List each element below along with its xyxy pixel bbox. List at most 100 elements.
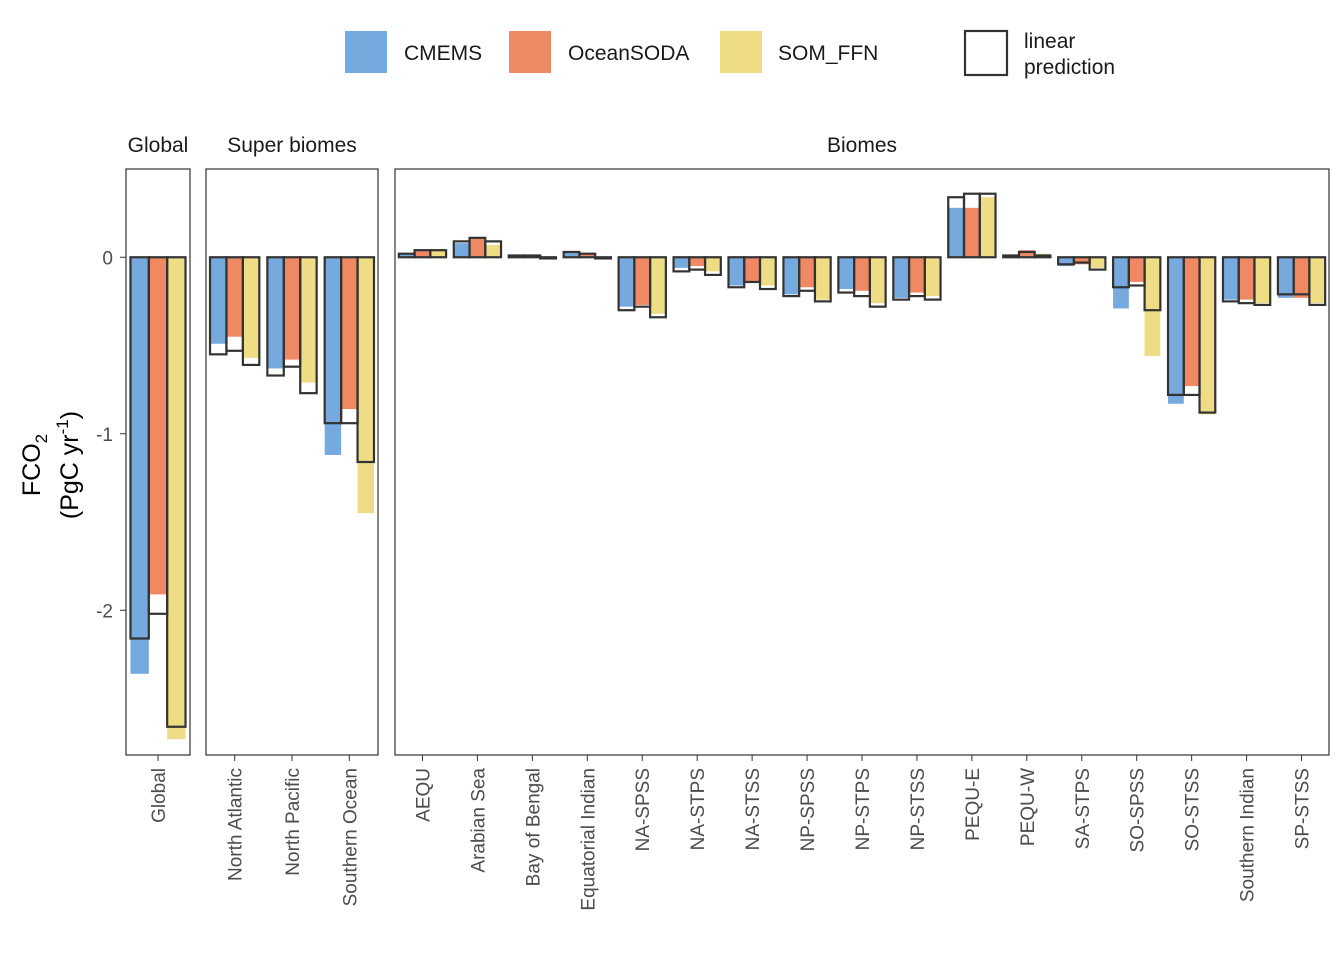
prediction-north-atlantic-som-ffn — [241, 256, 261, 367]
bar-sa-stps-cmems — [1058, 257, 1074, 267]
bar-sp-stss-som-ffn — [1309, 257, 1326, 304]
bar-na-stss-cmems — [728, 257, 745, 286]
bar-so-spss-som-ffn — [1144, 257, 1161, 357]
bar-na-spss-cmems — [618, 257, 635, 307]
bar-np-stss-oceansoda — [909, 257, 925, 293]
x-tick-label-north-pacific: North Pacific — [283, 768, 304, 876]
bar-np-stps-cmems — [838, 257, 855, 290]
prediction-np-stss-som-ffn — [923, 256, 942, 301]
x-tick-label-sa-stps: SA-STPS — [1073, 768, 1094, 849]
strip-label: Super biomes — [227, 134, 357, 157]
prediction-na-spss-som-ffn — [649, 256, 667, 319]
x-tick-label-global: Global — [149, 768, 170, 823]
y-axis-title-line2: (PgC yr-1) — [53, 411, 84, 519]
x-tick-label-bay-of-bengal: Bay of Bengal — [523, 768, 544, 886]
bar-pequ-e-som-ffn — [979, 197, 996, 258]
x-tick-label-na-stss: NA-STSS — [743, 768, 764, 850]
bar-equatorial-indian-oceansoda — [579, 253, 596, 258]
bar-pequ-e-oceansoda — [964, 207, 980, 258]
predictions — [397, 192, 1327, 414]
prediction-so-stss-som-ffn — [1198, 256, 1217, 414]
bar-sa-stps-som-ffn — [1089, 257, 1106, 268]
prediction-pequ-w-cmems — [1002, 254, 1021, 259]
x-tick-label-np-stss: NP-STSS — [908, 768, 929, 850]
predictions — [129, 256, 187, 728]
bar-so-spss-oceansoda — [1128, 257, 1145, 282]
prediction-pequ-w-som-ffn — [1033, 254, 1052, 259]
panels: Global Global Super biomes North Atlantic No… — [125, 134, 1330, 911]
x-tick-label-so-spss: SO-SPSS — [1128, 768, 1149, 852]
bar-np-stps-oceansoda — [854, 257, 870, 291]
strip-label: Biomes — [827, 134, 897, 157]
x-tick-label-arabian-sea: Arabian Sea — [468, 768, 489, 873]
legend-label-prediction-line1: linear — [1024, 30, 1075, 53]
bar-sp-stss-cmems — [1277, 257, 1294, 298]
bar-so-stss-oceansoda — [1183, 257, 1200, 387]
bar-southern-ocean-cmems — [324, 257, 342, 455]
prediction-equatorial-indian-oceansoda — [578, 252, 597, 259]
bar-np-spss-cmems — [783, 257, 800, 295]
prediction-np-stps-som-ffn — [868, 256, 887, 308]
bar-np-stss-cmems — [893, 257, 910, 298]
prediction-np-spss-som-ffn — [813, 256, 832, 303]
prediction-southern-indian-som-ffn — [1253, 256, 1272, 307]
bar-southern-indian-som-ffn — [1254, 257, 1271, 304]
bar-na-stss-som-ffn — [759, 257, 776, 286]
bar-na-spss-som-ffn — [650, 257, 666, 314]
y-axis-title-unit-b: ) — [56, 411, 84, 419]
bar-na-spss-oceansoda — [634, 257, 651, 305]
bar-arabian-sea-oceansoda — [469, 237, 486, 258]
x-tick-label-pequ-e: PEQU-E — [963, 768, 984, 841]
prediction-sp-stss-som-ffn — [1308, 256, 1327, 307]
x-tick-label-so-stss: SO-STSS — [1183, 768, 1204, 851]
bar-so-stss-som-ffn — [1199, 257, 1216, 415]
bar-arabian-sea-som-ffn — [485, 244, 502, 258]
prediction-bay-of-bengal-oceansoda — [523, 254, 542, 259]
bar-southern-ocean-oceansoda — [341, 257, 358, 410]
y-axis: 0 -1 -2 — [96, 248, 126, 622]
legend-swatch-cmems — [345, 31, 387, 73]
x-tick-label-np-stps: NP-STPS — [853, 768, 874, 850]
prediction-na-stss-som-ffn — [758, 256, 777, 291]
bar-np-stps-som-ffn — [869, 257, 886, 304]
prediction-southern-ocean-som-ffn — [356, 256, 376, 464]
y-axis-title-subscript: 2 — [32, 434, 51, 443]
bar-aequ-oceansoda — [414, 250, 431, 258]
bars — [130, 257, 186, 740]
bar-pequ-w-oceansoda — [1018, 250, 1035, 258]
bar-arabian-sea-cmems — [453, 243, 470, 258]
y-axis-title-main: FCO — [18, 443, 46, 496]
bar-north-pacific-oceansoda — [283, 257, 301, 360]
prediction-equatorial-indian-som-ffn — [594, 256, 613, 260]
x-tick-label-np-spss: NP-SPSS — [798, 768, 819, 851]
legend-label-somffn: SOM_FFN — [778, 42, 878, 65]
bar-equatorial-indian-cmems — [563, 251, 580, 258]
panel-frame — [205, 168, 379, 756]
bar-aequ-som-ffn — [430, 250, 447, 258]
bar-na-stps-oceansoda — [689, 257, 706, 267]
legend-label-cmems: CMEMS — [404, 42, 482, 65]
bar-na-stps-som-ffn — [705, 257, 721, 272]
y-axis-title-unit-a: (PgC yr — [56, 434, 84, 519]
x-tick-label-aequ: AEQU — [413, 768, 434, 822]
x-tick-label-southern-indian: Southern Indian — [1238, 768, 1259, 902]
bar-so-stss-cmems — [1168, 257, 1184, 404]
bars — [398, 197, 1326, 415]
panel-super-biomes: Super biomes North Atlantic North Pacific S… — [205, 134, 379, 906]
panel-global: Global Global — [125, 134, 191, 823]
bar-na-stss-oceansoda — [744, 257, 760, 282]
prediction-pequ-e-som-ffn — [978, 192, 997, 259]
x-tick-label-sp-stss: SP-STSS — [1293, 768, 1314, 849]
bar-np-spss-oceansoda — [799, 257, 815, 288]
prediction-so-spss-som-ffn — [1143, 256, 1162, 312]
legend-swatch-prediction — [963, 29, 1009, 77]
legend-label-oceansoda: OceanSODA — [568, 42, 689, 65]
prediction-global-som-ffn — [166, 256, 187, 728]
prediction-sa-stps-som-ffn — [1088, 256, 1107, 271]
bar-southern-indian-cmems — [1222, 257, 1239, 300]
bar-southern-indian-oceansoda — [1238, 257, 1255, 300]
x-tick-label-pequ-w: PEQU-W — [1018, 768, 1039, 846]
bar-north-atlantic-oceansoda — [226, 257, 243, 337]
bar-aequ-cmems — [398, 253, 415, 258]
